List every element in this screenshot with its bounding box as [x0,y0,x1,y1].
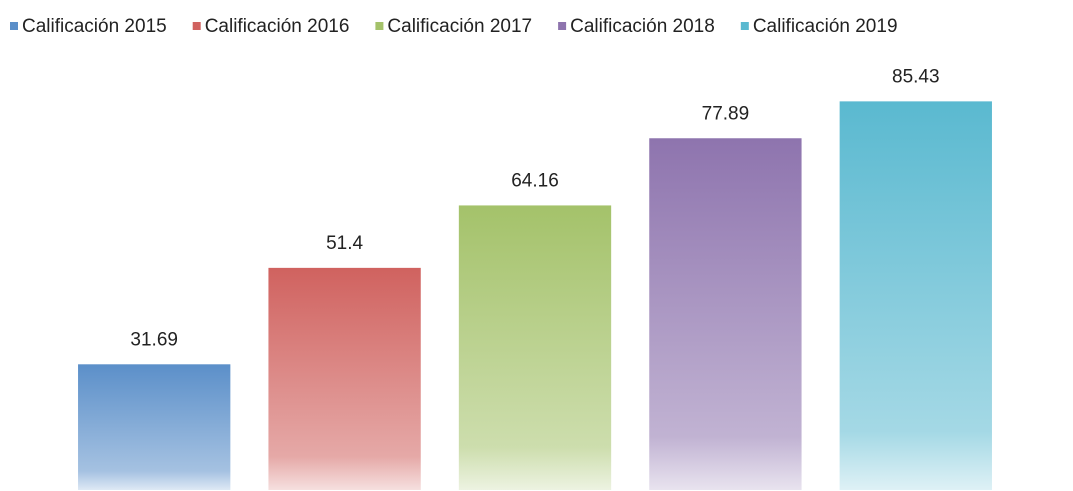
legend-label: Calificación 2015 [22,16,167,37]
legend-label: Calificación 2018 [570,16,715,37]
bar [649,138,802,490]
data-label: 31.69 [130,329,178,350]
bar [839,101,992,491]
legend-label: Calificación 2016 [205,16,350,37]
data-label: 77.89 [702,103,750,124]
legend-swatch [375,22,384,30]
bar [78,364,231,490]
legend: Calificación 2015 Calificación 2016 Califi… [10,16,898,37]
data-label: 64.16 [511,170,559,191]
legend-swatch [10,22,18,30]
legend-label: Calificación 2017 [387,16,532,37]
legend-swatch [192,22,201,30]
legend-swatch [558,22,567,30]
legend-swatch [740,22,749,30]
bar [458,205,612,490]
data-label: 51.4 [326,233,363,254]
bar [268,267,421,490]
data-label: 85.43 [892,66,940,87]
legend-label: Calificación 2019 [753,16,898,37]
